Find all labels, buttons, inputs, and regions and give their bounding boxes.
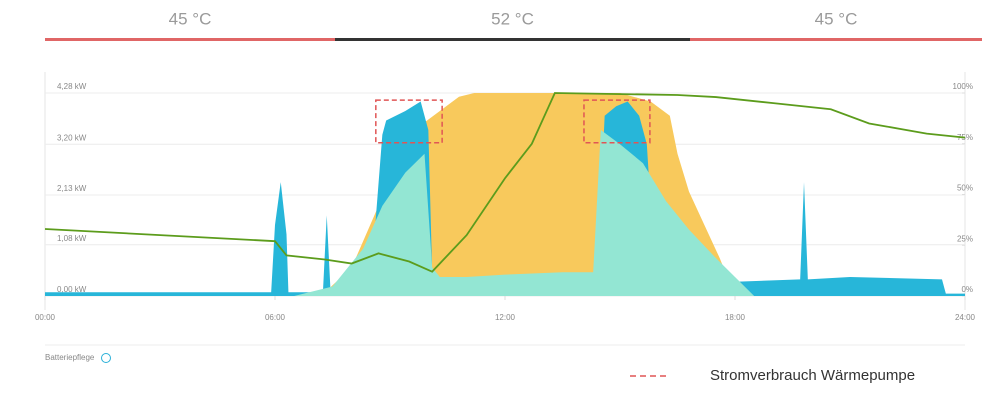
y2-tick-label: 50% <box>957 184 973 193</box>
footer-label: Batteriepflege <box>45 353 95 362</box>
x-tick-label: 18:00 <box>725 313 746 322</box>
temperature-segment <box>690 38 982 41</box>
temperature-label: 52 °C <box>491 9 534 28</box>
y2-tick-label: 100% <box>953 82 973 91</box>
temperature-label: 45 °C <box>815 9 858 28</box>
line <box>44 92 966 273</box>
annotation-box <box>375 99 443 144</box>
y2-tick-label: 0% <box>961 285 973 294</box>
area <box>294 129 755 296</box>
x-tick-label: 00:00 <box>35 313 56 322</box>
x-tick-label: 12:00 <box>495 313 516 322</box>
y2-tick-label: 25% <box>957 234 973 243</box>
y-tick-label: 1,08 kW <box>57 234 87 243</box>
x-tick-label: 24:00 <box>955 313 976 322</box>
info-icon <box>101 353 111 363</box>
y-tick-label: 0,00 kW <box>57 285 87 294</box>
legend-label: Stromverbrauch Wärmepumpe <box>710 367 915 384</box>
y-tick-label: 3,20 kW <box>57 133 87 142</box>
temperature-segment <box>45 38 335 41</box>
area <box>45 101 965 296</box>
annotation-box <box>583 99 651 144</box>
temperature-segment <box>335 38 690 41</box>
y-tick-label: 4,28 kW <box>57 82 87 91</box>
x-tick-label: 06:00 <box>265 313 286 322</box>
temperature-label: 45 °C <box>169 9 212 28</box>
y-tick-label: 2,13 kW <box>57 184 87 193</box>
